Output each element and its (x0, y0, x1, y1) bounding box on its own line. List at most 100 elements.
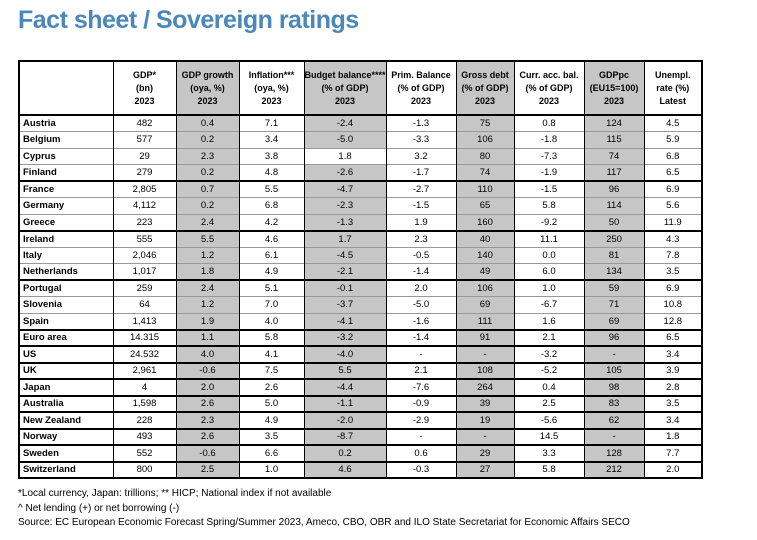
cell: 1.0 (513, 279, 585, 297)
cell: 6.5 (643, 328, 703, 346)
column-header: Curr. acc. bal. (% of GDP) 2023 (513, 60, 585, 116)
corner-cell (18, 60, 114, 116)
cell: -3.2 (513, 345, 585, 363)
cell: 5.5 (303, 361, 387, 379)
table-row: Netherlands 1,017 1.8 4.9 -2.1 -1.4 49 6.0 134 3.… (18, 263, 703, 280)
cell: 0.2 (175, 131, 240, 148)
table-row: Australia 1,598 2.6 5.0 -1.1 -0.9 39 2.5 83 3.5 (18, 394, 703, 412)
cell: 2.0 (643, 460, 703, 478)
table-row: UK 2,961 -0.6 7.5 5.5 2.1 108 -5.2 105 3.9 (18, 361, 703, 379)
cell: 4.9 (238, 411, 305, 429)
cell: 6.6 (238, 444, 305, 462)
cell: 2.4 (175, 213, 240, 231)
cell: -1.5 (513, 180, 585, 198)
table-row: Greece 223 2.4 4.2 -1.3 1.9 160 -9.2 50 11.9 (18, 213, 703, 231)
cell: 3.5 (643, 263, 703, 280)
cell: -2.4 (303, 114, 387, 132)
cell: 2.3 (385, 229, 457, 247)
page-title: Fact sheet / Sovereign ratings (18, 6, 359, 34)
cell: -3.3 (385, 131, 457, 148)
column-header: Gross debt (% of GDP) 2023 (455, 60, 515, 116)
cell: 2.1 (385, 361, 457, 379)
cell: 117 (583, 164, 645, 181)
table-row: Germany 4,112 0.2 6.8 -2.3 -1.5 65 5.8 114 5.6 (18, 197, 703, 214)
cell: 800 (112, 460, 177, 478)
cell: 2.5 (175, 460, 240, 478)
cell: 24.532 (112, 345, 177, 363)
cell: 74 (583, 147, 645, 165)
cell: - (583, 427, 645, 445)
cell: 0.7 (175, 180, 240, 198)
row-label: Greece (18, 213, 114, 231)
cell: 39 (455, 394, 515, 412)
sovereign-ratings-table: GDP* (bn) 2023 GDP growth (oya, %) 2023 Inflat… (18, 60, 704, 479)
cell: 0.2 (175, 164, 240, 181)
cell: -1.7 (385, 164, 457, 181)
cell: 2,046 (112, 246, 177, 264)
cell: 96 (583, 328, 645, 346)
cell: 4,112 (112, 197, 177, 214)
cell: 1.0 (238, 460, 305, 478)
cell: 5.5 (175, 229, 240, 247)
cell: -1.5 (385, 197, 457, 214)
cell: 5.9 (643, 131, 703, 148)
cell: -2.9 (385, 411, 457, 429)
row-label: Italy (18, 246, 114, 264)
cell: 0.8 (513, 114, 585, 132)
cell: 6.8 (643, 147, 703, 165)
cell: - (583, 345, 645, 363)
cell: 2,805 (112, 180, 177, 198)
cell: 5.8 (513, 460, 585, 478)
column-header: GDP growth (oya, %) 2023 (175, 60, 240, 116)
table-row: New Zealand 228 2.3 4.9 -2.0 -2.9 19 -5.6 62 3.4 (18, 411, 703, 429)
cell: 264 (455, 378, 515, 396)
column-header: GDPpc (EU15=100) 2023 (583, 60, 645, 116)
cell: -2.0 (303, 411, 387, 429)
cell: -1.4 (385, 263, 457, 280)
cell: 98 (583, 378, 645, 396)
cell: 1.9 (385, 213, 457, 231)
cell: 14.5 (513, 427, 585, 445)
cell: 114 (583, 197, 645, 214)
cell: 7.5 (238, 361, 305, 379)
footnote: Source: EC European Economic Forecast Sp… (18, 517, 630, 528)
cell: 7.8 (643, 246, 703, 264)
table-row: Norway 493 2.6 3.5 -8.7- -14.5-1.8 (18, 427, 703, 445)
cell: 12.8 (643, 312, 703, 330)
table-row: Euro area 14.315 1.1 5.8 -3.2 -1.4 91 2.1 96 6.5 (18, 328, 703, 346)
cell: 5.8 (513, 197, 585, 214)
cell: 6.5 (643, 164, 703, 181)
cell: 96 (583, 180, 645, 198)
cell: - (385, 427, 457, 445)
cell: 3.5 (643, 394, 703, 412)
row-label: France (18, 180, 114, 198)
cell: 128 (583, 444, 645, 462)
cell: 1.1 (175, 328, 240, 346)
cell: 0.6 (385, 444, 457, 462)
cell: -1.6 (385, 312, 457, 330)
cell: 6.8 (238, 197, 305, 214)
row-label: Portugal (18, 279, 114, 297)
cell: -4.1 (303, 312, 387, 330)
cell: -9.2 (513, 213, 585, 231)
cell: 11.1 (513, 229, 585, 247)
cell: -2.1 (303, 263, 387, 280)
cell: -0.9 (385, 394, 457, 412)
cell: 212 (583, 460, 645, 478)
row-label: Belgium (18, 131, 114, 148)
cell: 3.5 (238, 427, 305, 445)
cell: 1.8 (175, 263, 240, 280)
cell: 0.0 (513, 246, 585, 264)
cell: 140 (455, 246, 515, 264)
cell: -1.1 (303, 394, 387, 412)
row-label: Germany (18, 197, 114, 214)
row-label: Norway (18, 427, 114, 445)
table-row: Cyprus 29 2.3 3.8 1.8 3.2 80 -7.3 74 6.8 (18, 147, 703, 165)
cell: 6.0 (513, 263, 585, 280)
cell: -3.2 (303, 328, 387, 346)
cell: -2.3 (303, 197, 387, 214)
table-row: Belgium 577 0.2 3.4 -5.0 -3.3 106 -1.8 115 5.9 (18, 131, 703, 148)
cell: 1.8 (643, 427, 703, 445)
cell: 7.7 (643, 444, 703, 462)
cell: 2.6 (238, 378, 305, 396)
